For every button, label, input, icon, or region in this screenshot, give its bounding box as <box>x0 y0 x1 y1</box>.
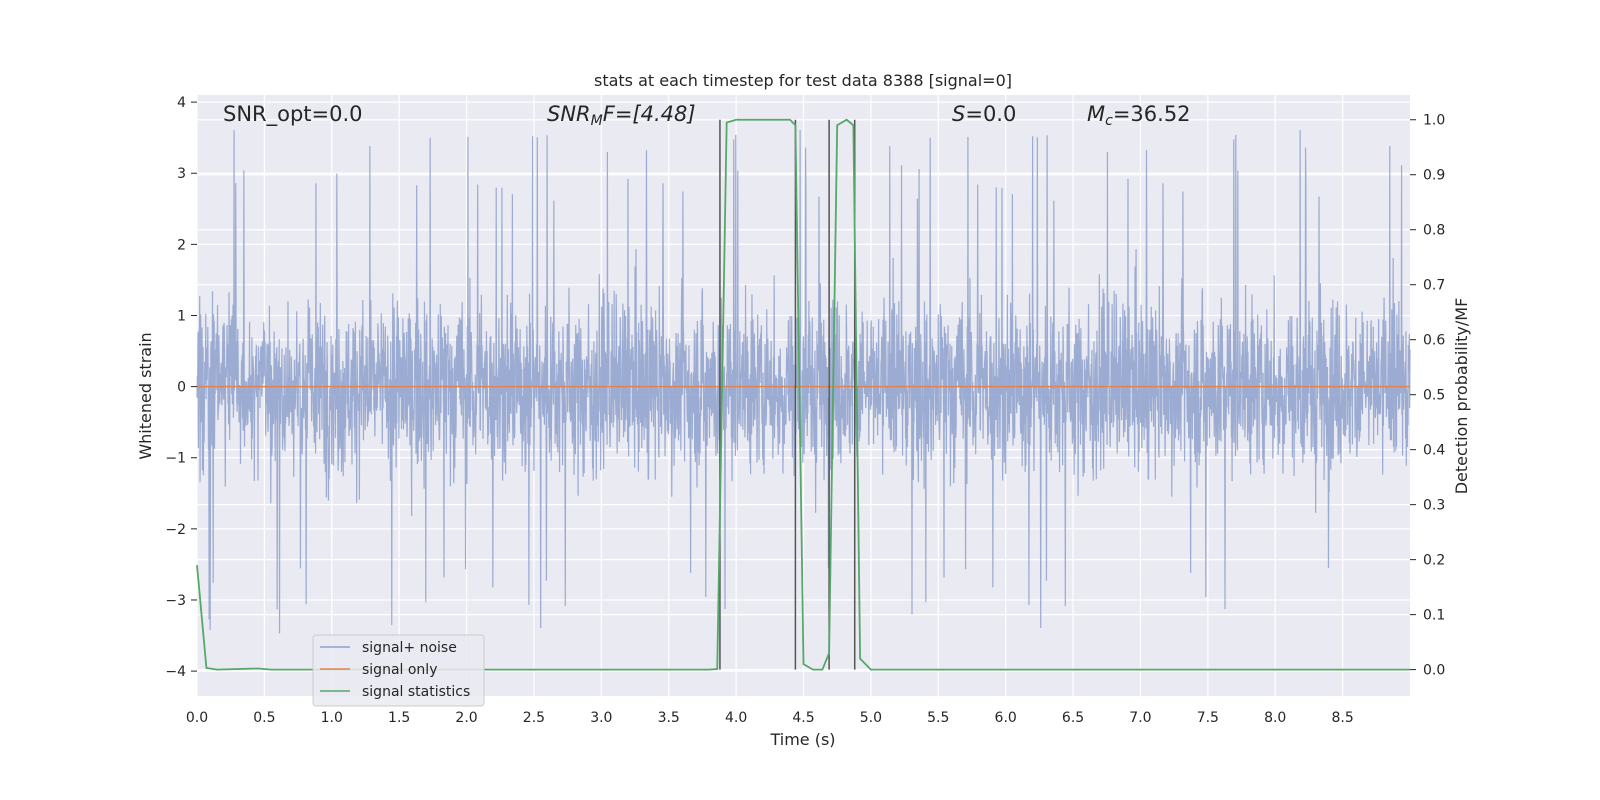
x-tick-label: 4.0 <box>725 710 747 726</box>
y-axis-right-ticks: 1.0 0.9 0.8 0.7 0.6 0.5 0.4 0.3 0.2 0.1 0.0 <box>1410 113 1445 679</box>
y-tick-label: 0 <box>177 380 186 396</box>
x-tick-label: 2.5 <box>523 710 545 726</box>
x-axis-ticks: 0.0 0.5 1.0 1.5 2.0 2.5 3.0 3.5 4.0 4.5 5.0 5.5 6.0 6… <box>186 710 1354 726</box>
y-tick-label: 3 <box>177 166 186 182</box>
series-signal-statistics <box>196 118 1410 671</box>
x-tick-label: 7.0 <box>1129 710 1151 726</box>
x-tick-label: 2.0 <box>455 710 477 726</box>
x-tick-label: 6.5 <box>1062 710 1084 726</box>
legend-label-signal-noise: signal+ noise <box>362 640 457 656</box>
y-tick-label: −4 <box>165 664 186 680</box>
x-axis-label: Time (s) <box>769 730 835 749</box>
y-tick-label: −3 <box>165 593 186 609</box>
y-right-tick-label: 0.2 <box>1423 553 1445 569</box>
legend-box <box>312 634 485 707</box>
annotation-mc-subscript: c <box>1105 113 1113 129</box>
annotation-snr-mf: SNRMF=[4.48] <box>547 102 696 129</box>
legend-label-signal-only: signal only <box>362 662 437 678</box>
x-tick-label: 7.5 <box>1197 710 1219 726</box>
annotation-s: S=0.0 <box>952 102 1016 126</box>
y-right-tick-label: 1.0 <box>1423 113 1445 129</box>
x-tick-label: 8.0 <box>1264 710 1286 726</box>
y-right-tick-label: 0.3 <box>1423 498 1445 514</box>
x-tick-label: 3.0 <box>590 710 612 726</box>
y-right-tick-label: 0.4 <box>1423 443 1445 459</box>
x-tick-label: 4.5 <box>792 710 814 726</box>
annotation-snr-mf-symbol: SNR <box>547 102 591 126</box>
annotation-s-symbol: S <box>952 102 965 126</box>
y-right-tick-label: 0.1 <box>1423 608 1445 624</box>
y-axis-left-ticks: 4 3 2 1 0 −1 −2 −3 −4 <box>165 95 197 680</box>
annotation-snr-mf-subscript: M <box>591 113 603 129</box>
x-tick-label: 3.5 <box>658 710 680 726</box>
y-axis-label: Whitened strain <box>136 332 155 459</box>
y-tick-label: −2 <box>165 522 186 538</box>
y-tick-label: 2 <box>177 237 186 253</box>
y-right-tick-label: 0.9 <box>1423 168 1445 184</box>
y-axis-right-label: Detection probability/MF <box>1452 298 1471 495</box>
series-signal-noise <box>196 129 1411 634</box>
noise-trace <box>196 129 1411 634</box>
annotation-snr-opt: SNR_opt=0.0 <box>223 102 363 127</box>
y-right-tick-label: 0.0 <box>1423 663 1445 679</box>
x-tick-label: 0.0 <box>186 710 208 726</box>
annotation-mc-value: =36.52 <box>1113 102 1191 126</box>
signal-statistics-line <box>196 118 1410 671</box>
y-right-tick-label: 0.6 <box>1423 333 1445 349</box>
vertical-markers <box>719 119 856 670</box>
y-right-tick-label: 0.8 <box>1423 223 1445 239</box>
x-tick-label: 1.0 <box>321 710 343 726</box>
annotation-mc: Mc=36.52 <box>1087 102 1191 129</box>
y-tick-label: 4 <box>177 95 186 111</box>
annotation-s-value: =0.0 <box>965 102 1016 126</box>
x-tick-label: 5.0 <box>860 710 882 726</box>
x-tick-label: 1.5 <box>388 710 410 726</box>
x-tick-label: 0.5 <box>253 710 275 726</box>
y-right-tick-label: 0.7 <box>1423 278 1445 294</box>
x-tick-label: 5.5 <box>927 710 949 726</box>
chart-title: stats at each timestep for test data 838… <box>594 71 1012 90</box>
annotation-mc-symbol: M <box>1087 102 1105 126</box>
y-tick-label: 1 <box>177 308 186 324</box>
y-right-tick-label: 0.5 <box>1423 388 1445 404</box>
annotation-snr-mf-value: F=[4.48] <box>603 102 696 126</box>
x-tick-label: 6.0 <box>995 710 1017 726</box>
y-tick-label: −1 <box>165 451 186 467</box>
x-tick-label: 8.5 <box>1331 710 1353 726</box>
legend-label-signal-statistics: signal statistics <box>362 684 470 700</box>
legend: signal+ noise signal only signal statist… <box>312 634 485 707</box>
